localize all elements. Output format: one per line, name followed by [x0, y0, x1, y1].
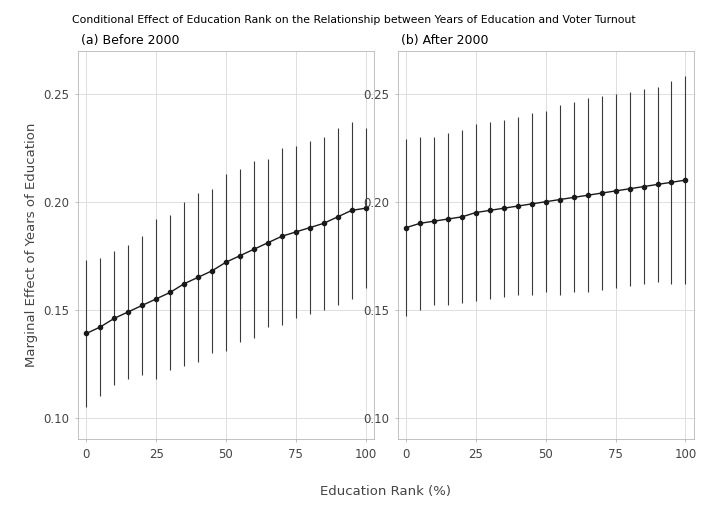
Text: (a) Before 2000: (a) Before 2000 [81, 34, 179, 46]
Text: Education Rank (%): Education Rank (%) [320, 485, 452, 498]
Text: (b) After 2000: (b) After 2000 [401, 34, 489, 46]
Text: Conditional Effect of Education Rank on the Relationship between Years of Educat: Conditional Effect of Education Rank on … [72, 15, 636, 25]
Y-axis label: Marginal Effect of Years of Education: Marginal Effect of Years of Education [25, 123, 38, 367]
